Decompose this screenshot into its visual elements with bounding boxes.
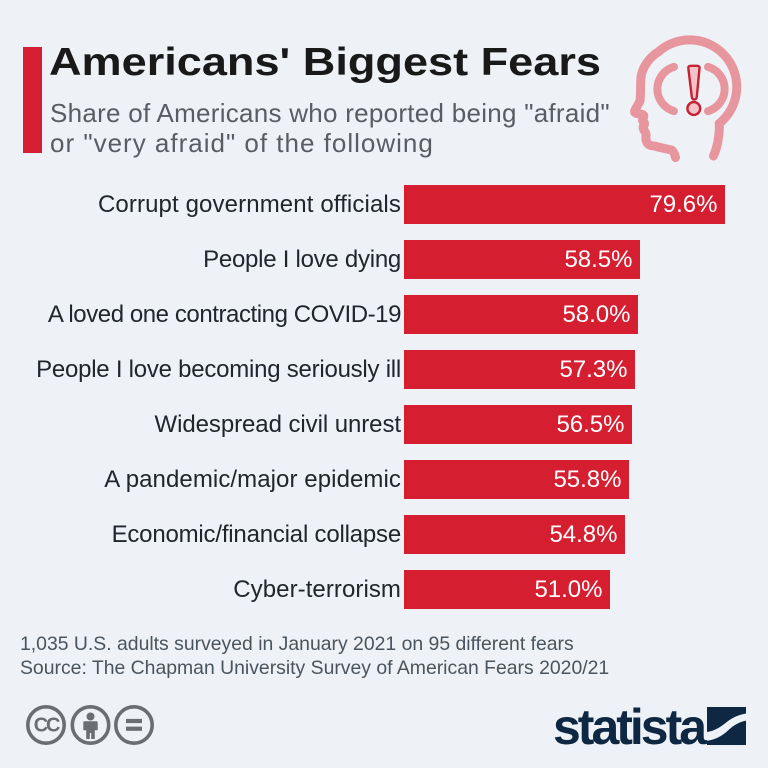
svg-text:CC: CC — [34, 715, 60, 737]
